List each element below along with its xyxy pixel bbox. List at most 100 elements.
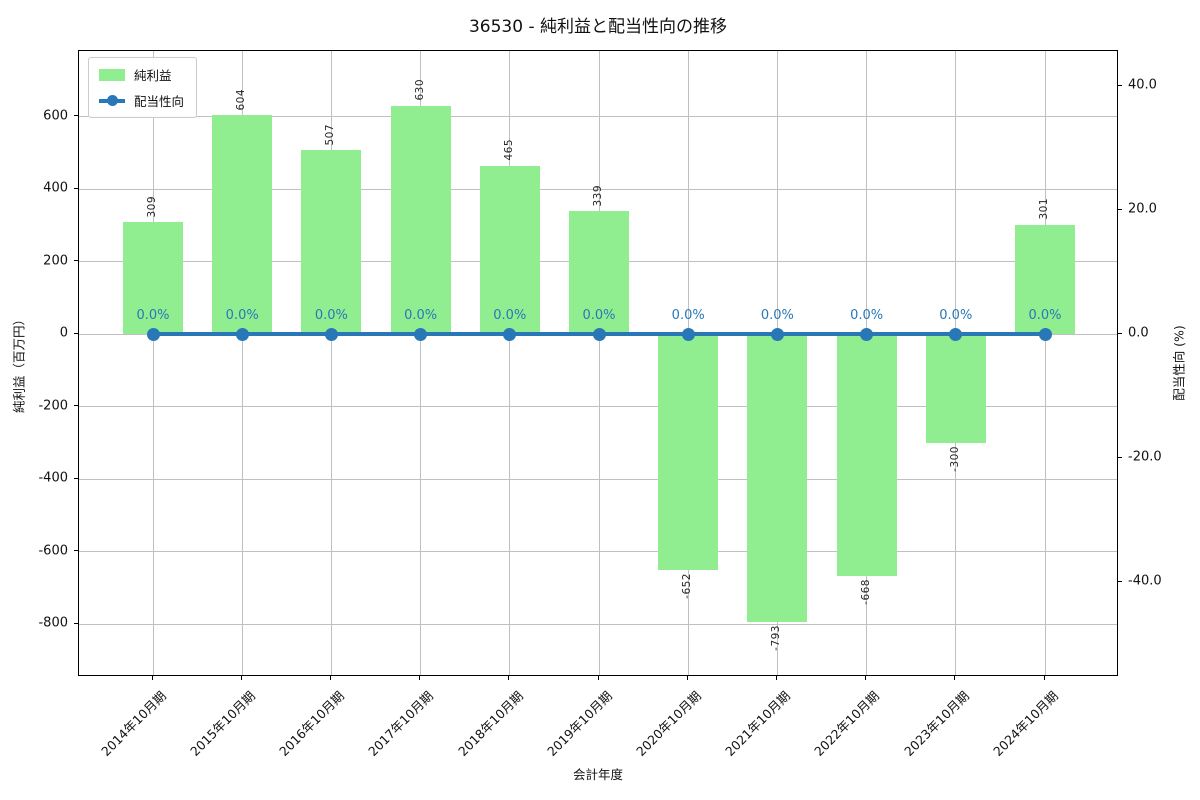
bar-value-label: 301: [1038, 198, 1050, 220]
payout-point-label: 0.0%: [314, 308, 348, 324]
x-tick-mark: [775, 676, 777, 680]
x-axis-tick-label: 2016年10月期: [276, 688, 348, 759]
bar-value-label: -668: [859, 579, 872, 606]
x-axis-tick-label: 2018年10月期: [454, 688, 526, 759]
legend-label-payout-ratio: 配当性向: [134, 94, 185, 109]
bar: [569, 211, 629, 335]
y-axis-left-tick-label: 400: [43, 180, 68, 196]
h-gridline: [79, 116, 1117, 118]
bar: [658, 334, 719, 571]
y-tick-mark-left: [74, 405, 78, 407]
legend-item-net-income: 純利益: [99, 65, 184, 84]
y-axis-right-tick-label: 20.0: [1128, 201, 1157, 217]
x-tick-mark: [240, 676, 242, 680]
payout-point-label: 0.0%: [760, 308, 794, 324]
payout-point-label: 0.0%: [582, 308, 616, 324]
plot-area: 309 604 507 630 465 339 -652 -793 -668 -300 301 0.0…: [78, 50, 1118, 676]
v-gridline: [330, 51, 332, 675]
y-tick-mark-right: [1118, 84, 1122, 86]
v-gridline: [509, 51, 511, 675]
h-gridline: [79, 623, 1117, 625]
payout-point-label: 0.0%: [671, 308, 705, 324]
bar-value-label: 604: [235, 88, 248, 111]
h-gridline: [79, 188, 1117, 190]
bar-value-label: 465: [502, 139, 515, 161]
payout-ratio-marker: [770, 327, 784, 341]
payout-point-label: 0.0%: [404, 308, 438, 324]
payout-point-label: 0.0%: [1028, 308, 1062, 324]
bar: [836, 334, 897, 577]
payout-point-label: 0.0%: [136, 308, 170, 324]
y-axis-left-tick-label: 200: [43, 253, 68, 269]
v-gridline: [1044, 51, 1046, 675]
y-tick-mark-right: [1118, 580, 1122, 582]
y-tick-mark-right: [1118, 456, 1122, 458]
payout-ratio-marker: [414, 327, 428, 341]
v-gridline: [420, 51, 422, 675]
payout-ratio-marker: [949, 327, 963, 341]
y-tick-mark-left: [74, 332, 78, 334]
y-axis-right-tick-label: 0.0: [1128, 325, 1149, 341]
payout-point-label: 0.0%: [225, 308, 259, 324]
payout-ratio-marker: [1038, 327, 1052, 341]
bar-value-label: 630: [413, 79, 426, 101]
payout-ratio-marker: [324, 327, 338, 341]
payout-point-label: 0.0%: [493, 308, 527, 324]
x-axis-tick-label: 2017年10月期: [365, 688, 437, 759]
y-tick-mark-left: [74, 260, 78, 262]
bar: [390, 105, 451, 335]
x-axis-tick-label: 2022年10月期: [811, 688, 883, 759]
bar: [212, 115, 273, 335]
v-gridline: [241, 51, 243, 675]
y-tick-mark-left: [74, 187, 78, 189]
y-axis-left-tick-label: -600: [38, 543, 68, 559]
y-tick-mark-left: [74, 622, 78, 624]
legend-item-payout-ratio: 配当性向: [99, 91, 184, 110]
bar-value-label: 309: [146, 195, 158, 218]
x-axis-tick-label: 2014年10月期: [97, 688, 169, 759]
x-tick-mark: [865, 676, 867, 680]
y-axis-right-tick-label: -40.0: [1128, 573, 1162, 589]
y-axis-right-tick-label: -20.0: [1128, 449, 1162, 465]
y-tick-mark-right: [1118, 332, 1122, 334]
y-tick-mark-left: [74, 477, 78, 479]
bar-value-label: 339: [592, 184, 604, 207]
line-marker-icon: [99, 95, 125, 107]
bar: [925, 334, 986, 443]
y-axis-left-tick-label: 0: [59, 325, 68, 341]
v-gridline: [598, 51, 600, 675]
x-axis-tick-label: 2019年10月期: [543, 688, 615, 759]
y-tick-mark-right: [1118, 208, 1122, 210]
legend: 純利益 配当性向: [88, 57, 198, 118]
payout-point-label: 0.0%: [850, 308, 884, 324]
x-tick-mark: [954, 676, 956, 680]
v-gridline: [152, 51, 154, 675]
payout-ratio-marker: [235, 327, 249, 341]
x-axis-tick-label: 2024年10月期: [989, 688, 1061, 759]
y-axis-left-tick-label: -200: [38, 398, 68, 414]
bar: [1015, 224, 1075, 335]
y-tick-mark-left: [74, 550, 78, 552]
y-axis-left-tick-label: -400: [38, 470, 68, 486]
bar-value-label: 507: [324, 123, 337, 146]
legend-label-net-income: 純利益: [134, 68, 172, 83]
line-sample-dot: [106, 95, 118, 106]
x-tick-mark: [419, 676, 421, 680]
y-tick-mark-left: [74, 115, 78, 117]
x-axis-tick-label: 2015年10月期: [187, 688, 258, 759]
x-tick-mark: [597, 676, 599, 680]
x-tick-mark: [1043, 676, 1045, 680]
bar: [479, 165, 540, 335]
bar-value-label: -300: [948, 445, 961, 472]
x-tick-mark: [508, 676, 510, 680]
h-gridline: [79, 551, 1117, 553]
x-axis-tick-label: 2023年10月期: [900, 688, 972, 759]
bar-value-label: -793: [770, 624, 783, 651]
y-axis-left-tick-label: 600: [43, 108, 68, 124]
payout-ratio-marker: [860, 327, 874, 341]
bar-swatch-icon: [99, 68, 125, 81]
payout-ratio-marker: [146, 327, 160, 341]
payout-ratio-marker: [592, 327, 606, 341]
x-axis-title: 会計年度: [572, 767, 623, 782]
